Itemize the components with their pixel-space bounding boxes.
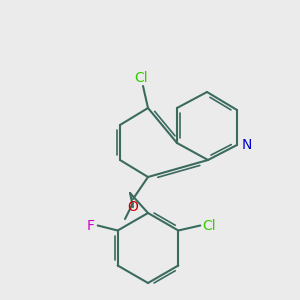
- Text: Cl: Cl: [202, 218, 216, 233]
- Text: N: N: [242, 138, 252, 152]
- Text: Cl: Cl: [134, 71, 148, 85]
- Text: F: F: [87, 218, 95, 233]
- Text: O: O: [128, 200, 138, 214]
